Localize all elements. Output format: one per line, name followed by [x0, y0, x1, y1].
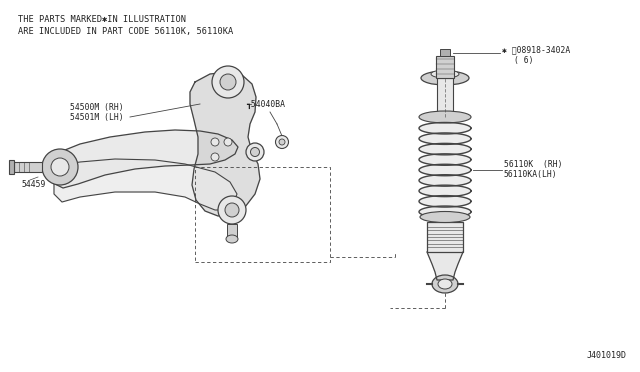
Text: 56110K  (RH): 56110K (RH)	[504, 160, 563, 170]
Text: 56110KA(LH): 56110KA(LH)	[504, 170, 557, 180]
Polygon shape	[419, 185, 471, 197]
Ellipse shape	[438, 279, 452, 289]
Text: THE PARTS MARKED✱IN ILLUSTRATION: THE PARTS MARKED✱IN ILLUSTRATION	[18, 15, 186, 24]
Bar	[436, 56, 454, 78]
Polygon shape	[419, 196, 471, 207]
Text: 54501M (LH): 54501M (LH)	[70, 113, 124, 122]
Ellipse shape	[420, 212, 470, 222]
Bar	[227, 224, 237, 239]
Bar	[427, 279, 463, 289]
Polygon shape	[52, 130, 238, 188]
Text: ( 6): ( 6)	[514, 55, 534, 64]
Polygon shape	[190, 72, 260, 216]
Ellipse shape	[419, 111, 471, 123]
Circle shape	[211, 153, 219, 161]
Polygon shape	[419, 175, 471, 186]
Circle shape	[211, 138, 219, 146]
Text: ✱ ⓝ08918-3402A: ✱ ⓝ08918-3402A	[502, 45, 570, 55]
Polygon shape	[427, 252, 463, 280]
Ellipse shape	[225, 203, 239, 217]
Ellipse shape	[42, 149, 78, 185]
Ellipse shape	[212, 66, 244, 98]
Ellipse shape	[279, 139, 285, 145]
Bar	[9, 160, 14, 174]
Bar	[440, 49, 450, 56]
Text: 54459: 54459	[22, 180, 46, 189]
Text: 54500M (RH): 54500M (RH)	[70, 103, 124, 112]
Ellipse shape	[246, 143, 264, 161]
Ellipse shape	[218, 196, 246, 224]
Polygon shape	[419, 122, 471, 134]
Polygon shape	[54, 159, 237, 210]
Ellipse shape	[421, 71, 469, 85]
Polygon shape	[419, 133, 471, 144]
Polygon shape	[419, 143, 471, 155]
Polygon shape	[419, 154, 471, 165]
Bar	[427, 222, 463, 252]
Bar	[437, 78, 453, 117]
Bar	[14, 162, 42, 172]
Ellipse shape	[275, 135, 289, 148]
Polygon shape	[419, 206, 471, 218]
Ellipse shape	[431, 70, 459, 78]
Ellipse shape	[432, 275, 458, 293]
Ellipse shape	[226, 235, 238, 243]
Circle shape	[224, 138, 232, 146]
Ellipse shape	[51, 158, 69, 176]
Ellipse shape	[250, 148, 259, 157]
Text: ARE INCLUDED IN PART CODE 56110K, 56110KA: ARE INCLUDED IN PART CODE 56110K, 56110K…	[18, 27, 233, 36]
Text: J401019D: J401019D	[587, 351, 627, 360]
Polygon shape	[419, 164, 471, 176]
Ellipse shape	[220, 74, 236, 90]
Text: ┱54040BA: ┱54040BA	[246, 100, 285, 109]
